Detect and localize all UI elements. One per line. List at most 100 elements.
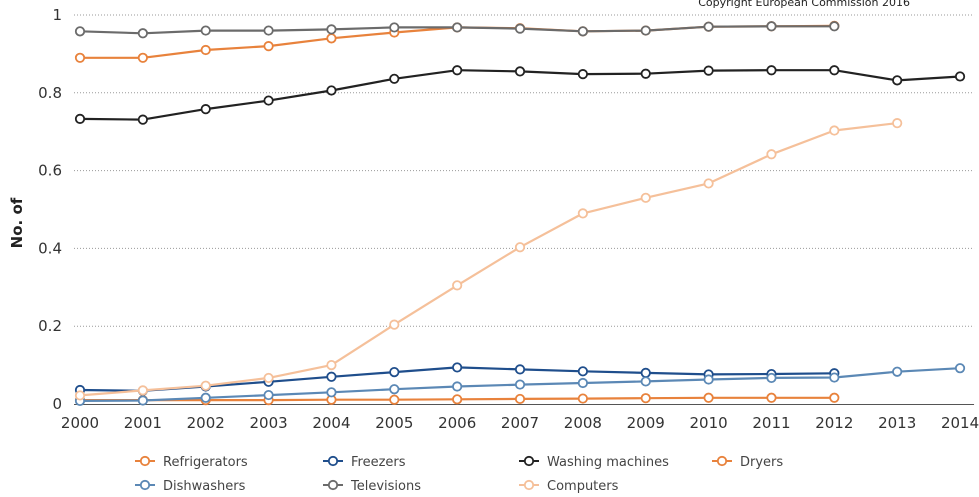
data-point[interactable] (766, 65, 777, 76)
data-point[interactable] (389, 394, 400, 405)
data-point[interactable] (766, 392, 777, 403)
legend-item[interactable]: Televisions (323, 479, 421, 494)
data-point[interactable] (640, 68, 651, 79)
data-point[interactable] (703, 65, 714, 76)
data-point[interactable] (514, 66, 526, 77)
data-point[interactable] (514, 23, 526, 34)
data-point[interactable] (829, 392, 840, 403)
data-point[interactable] (452, 381, 463, 392)
legend-item[interactable]: Freezers (323, 455, 406, 470)
series-line (79, 122, 898, 397)
data-point[interactable] (577, 26, 588, 37)
data-point[interactable] (514, 242, 526, 253)
data-point[interactable] (137, 395, 148, 406)
data-point[interactable] (514, 364, 526, 375)
data-point[interactable] (137, 385, 148, 396)
data-point[interactable] (577, 393, 588, 404)
x-tick-label: 2000 (61, 414, 99, 432)
legend-item[interactable]: Computers (519, 479, 619, 494)
data-point[interactable] (389, 73, 400, 84)
data-point[interactable] (640, 25, 651, 36)
copyright-notice: Copyright European Commission 2016 (698, 0, 910, 9)
data-point[interactable] (74, 390, 86, 401)
data-point[interactable] (74, 26, 86, 37)
data-point[interactable] (389, 22, 400, 33)
data-point[interactable] (766, 372, 777, 384)
data-point[interactable] (200, 44, 211, 56)
data-point[interactable] (514, 393, 526, 405)
data-point[interactable] (74, 113, 86, 124)
data-point[interactable] (766, 149, 777, 160)
data-point[interactable] (389, 367, 400, 378)
data-point[interactable] (263, 389, 274, 401)
legend-label: Refrigerators (163, 455, 248, 470)
data-point[interactable] (452, 65, 463, 76)
data-point[interactable] (452, 280, 463, 291)
data-point[interactable] (263, 95, 274, 106)
legend-item[interactable]: Washing machines (519, 455, 669, 470)
data-point[interactable] (703, 392, 714, 403)
data-point[interactable] (200, 392, 211, 403)
data-point[interactable] (263, 372, 274, 384)
legend-circle-marker (139, 455, 151, 467)
data-point[interactable] (452, 22, 463, 33)
data-point[interactable] (577, 208, 588, 219)
data-point[interactable] (389, 319, 400, 330)
data-point[interactable] (452, 394, 463, 405)
y-axis-label: No. of (8, 197, 26, 248)
x-tick-label: 2002 (187, 414, 225, 432)
series-dishwashers[interactable] (74, 363, 966, 406)
data-point[interactable] (326, 371, 337, 382)
data-point[interactable] (829, 125, 840, 136)
data-point[interactable] (892, 75, 903, 86)
series-computers[interactable] (74, 118, 903, 401)
data-point[interactable] (326, 85, 337, 96)
data-point[interactable] (326, 359, 337, 371)
series-televisions[interactable] (74, 21, 840, 39)
data-point[interactable] (137, 28, 148, 39)
data-point[interactable] (389, 384, 400, 395)
data-point[interactable] (766, 21, 777, 32)
data-point[interactable] (954, 363, 966, 374)
legend-item[interactable]: Dryers (712, 455, 783, 470)
data-point[interactable] (640, 393, 651, 404)
legend-label: Freezers (351, 455, 406, 470)
legend-label: Computers (547, 479, 619, 493)
data-point[interactable] (829, 372, 840, 383)
data-point[interactable] (577, 69, 588, 80)
data-point[interactable] (200, 25, 211, 36)
data-point[interactable] (640, 367, 651, 378)
data-point[interactable] (640, 192, 651, 203)
data-point[interactable] (514, 379, 526, 390)
data-point[interactable] (74, 52, 86, 63)
data-point[interactable] (200, 380, 211, 391)
data-point[interactable] (263, 25, 274, 36)
data-point[interactable] (577, 366, 588, 377)
legend-item[interactable]: Refrigerators (135, 455, 248, 470)
data-point[interactable] (954, 71, 966, 82)
series-lines (74, 20, 966, 406)
x-tick-label: 2010 (690, 414, 728, 432)
data-point[interactable] (577, 377, 588, 389)
series-washing-machines[interactable] (74, 65, 966, 125)
data-point[interactable] (892, 366, 903, 377)
data-point[interactable] (200, 104, 211, 115)
data-point[interactable] (829, 21, 840, 32)
x-tick-label: 2014 (941, 414, 979, 432)
data-point[interactable] (703, 178, 714, 189)
data-point[interactable] (263, 41, 274, 52)
data-point[interactable] (640, 376, 651, 387)
data-point[interactable] (326, 33, 337, 44)
data-point[interactable] (326, 387, 337, 398)
data-point[interactable] (137, 114, 148, 125)
data-point[interactable] (829, 65, 840, 76)
data-point[interactable] (703, 21, 714, 32)
legend-item[interactable]: Dishwashers (135, 479, 246, 494)
data-point[interactable] (703, 374, 714, 385)
data-point[interactable] (452, 362, 463, 373)
data-point[interactable] (892, 118, 903, 129)
legend: Refrigerators Freezers Washing machines Dry… (135, 455, 783, 494)
data-point[interactable] (326, 24, 337, 35)
data-point[interactable] (137, 52, 148, 63)
